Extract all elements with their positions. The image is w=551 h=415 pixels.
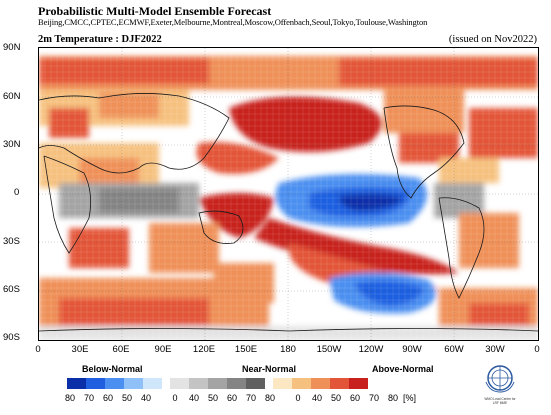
lon-label-120e: 120E [192, 344, 216, 355]
forecast-map [38, 47, 539, 341]
lat-label-90s: 90S [3, 332, 20, 343]
legend-tick: 50 [207, 393, 219, 403]
lon-label-150w: 150W [316, 344, 342, 355]
lon-label-60w: 60W [444, 344, 464, 355]
lon-label-180: 180 [280, 344, 296, 355]
legend-tick: 80 [264, 393, 276, 403]
lat-label-30s: 30S [3, 236, 20, 247]
legend-swatch [86, 378, 105, 389]
map-svg [39, 48, 538, 340]
legend-tick: 70 [368, 393, 380, 403]
legend-swatch [330, 378, 349, 389]
legend-swatch [208, 378, 227, 389]
legend-tick: 70 [245, 393, 257, 403]
legend-tick: 70 [83, 393, 95, 403]
lat-label-60s: 60S [3, 284, 20, 295]
map-label: 2m Temperature : DJF2022 [38, 34, 162, 45]
lat-label-0: 0 [14, 187, 20, 198]
legend-swatch [227, 378, 246, 389]
svg-text:WMO Lead Centre for: WMO Lead Centre for [484, 397, 516, 401]
legend-swatch [349, 378, 368, 389]
legend-below-normal: Below-Normal [82, 364, 143, 374]
legend-swatch [246, 378, 265, 389]
map-title: Probabilistic Multi-Model Ensemble Forec… [38, 4, 272, 18]
legend-tick: 40 [188, 393, 200, 403]
legend-tick: 40 [311, 393, 323, 403]
lon-label-90w: 90W [402, 344, 422, 355]
issued-date: (issued on Nov2022) [448, 34, 537, 45]
lon-label-0-right: 0 [534, 344, 540, 355]
wmo-logo-icon: WMO Lead Centre for LRF MME [484, 365, 517, 405]
legend-swatch [292, 378, 311, 389]
lon-label-30e: 30E [71, 344, 89, 355]
legend-swatch [124, 378, 143, 389]
coastlines [39, 93, 538, 332]
legend-tick: 60 [226, 393, 238, 403]
svg-text:LRF MME: LRF MME [493, 401, 507, 405]
legend-tick: 50 [121, 393, 133, 403]
legend-tick: 60 [102, 393, 114, 403]
legend-swatch [170, 378, 189, 389]
lat-label-90n: 90N [3, 42, 21, 53]
lat-label-30n: 30N [3, 139, 21, 150]
legend-swatch [105, 378, 124, 389]
legend-tick: 0 [172, 393, 178, 403]
legend-near-normal: Near-Normal [242, 364, 297, 374]
lat-label-60n: 60N [3, 91, 21, 102]
legend-tick: 40 [140, 393, 152, 403]
legend-tick: 50 [330, 393, 342, 403]
legend-above-normal: Above-Normal [372, 364, 434, 374]
legend-swatch [273, 378, 292, 389]
lon-label-150e: 150E [234, 344, 258, 355]
legend-colorbar [67, 378, 368, 389]
legend-swatch [143, 378, 162, 389]
centres-subtitle: Beijing,CMCC,CPTEC,ECMWF,Exeter,Melbourn… [38, 17, 428, 27]
legend-tick: 60 [349, 393, 361, 403]
legend-tick: 80 [64, 393, 76, 403]
lon-label-0-left: 0 [35, 344, 41, 355]
legend-swatch [311, 378, 330, 389]
legend-unit: [%] [403, 393, 417, 403]
lon-label-60e: 60E [112, 344, 130, 355]
graticule [39, 48, 538, 340]
legend-tick: 0 [295, 393, 301, 403]
lon-label-30w: 30W [485, 344, 505, 355]
legend-swatch [67, 378, 86, 389]
lon-label-90e: 90E [154, 344, 172, 355]
legend-swatch [189, 378, 208, 389]
legend-tick: 80 [387, 393, 399, 403]
lon-label-120w: 120W [358, 344, 384, 355]
